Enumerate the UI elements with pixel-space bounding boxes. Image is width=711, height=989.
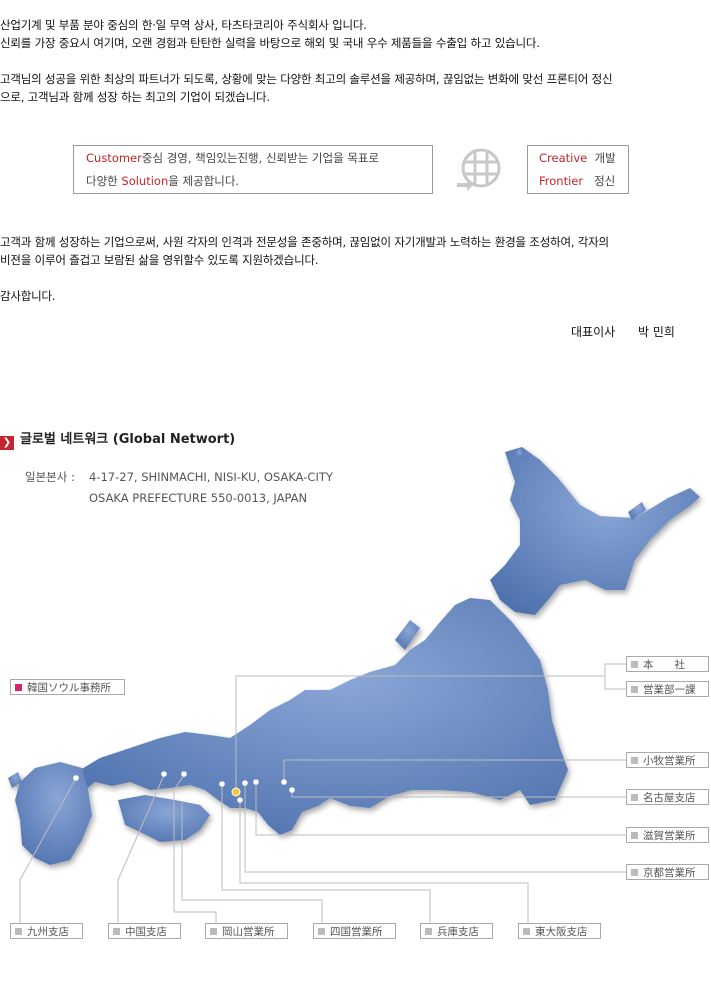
frontier-rest: 정신 [594, 174, 616, 188]
body-line-1: 고객과 함께 성장하는 기업으로써, 사원 각자의 인격과 전문성을 존중하며,… [0, 235, 609, 249]
marker-icon [631, 661, 638, 668]
intro-line-3: 고객님의 성공을 위한 최상의 파트너가 되도록, 상황에 맞는 다양한 최고의… [0, 72, 613, 86]
kyushu-shape [15, 762, 92, 865]
chevron-right-icon: ❯ [0, 436, 14, 450]
body-line-2: 비젼을 이루어 즐겁고 보람된 삶을 영위할수 있도록 지원하겠습니다. [0, 253, 319, 267]
office-tag-eigyo1[interactable]: 営業部一課 [626, 681, 709, 697]
honshu-shape [80, 598, 568, 835]
solution-word: Solution [121, 174, 169, 188]
office-tag-shiga[interactable]: 滋賀営業所 [626, 827, 709, 843]
marker-icon [113, 928, 120, 935]
marker-icon [318, 928, 325, 935]
marker-icon [15, 928, 22, 935]
motto-line-2-post: 을 제공합니다. [168, 174, 240, 188]
office-tag-komaki[interactable]: 小牧営業所 [626, 752, 709, 768]
hq-address-line-1: 4-17-27, SHINMACHI, NISI-KU, OSAKA-CITY [89, 470, 333, 484]
office-tag-chugoku[interactable]: 中国支店 [108, 923, 181, 939]
intro-line-2: 신뢰를 가장 중요시 여기며, 오랜 경험과 탄탄한 실력을 바탕으로 해외 및… [0, 36, 540, 50]
marker-icon [631, 869, 638, 876]
office-tag-nagoya[interactable]: 名古屋支店 [626, 789, 709, 805]
office-tag-shikoku[interactable]: 四国営業所 [313, 923, 396, 939]
office-tag-korea[interactable]: 韓国ソウル事務所 [10, 679, 125, 695]
frontier-word: Frontier [539, 174, 584, 188]
intro-line-4: 으로, 고객님과 함께 성장 하는 최고의 기업이 되겠습니다. [0, 90, 270, 104]
customer-word: Customer [86, 151, 142, 165]
marker-icon [210, 928, 217, 935]
signature-name: 박 민희 [638, 325, 675, 339]
globe-icon [455, 147, 505, 193]
hq-address-line-2: OSAKA PREFECTURE 550-0013, JAPAN [89, 491, 308, 505]
section-title: ❯ 글로벌 네트워크 (Global Networt) [0, 428, 235, 450]
office-tag-hyogo[interactable]: 兵庫支店 [420, 923, 493, 939]
marker-icon [631, 794, 638, 801]
thanks-text: 감사합니다. [0, 289, 56, 303]
office-tag-okayama[interactable]: 岡山営業所 [205, 923, 288, 939]
intro-line-1: 산업기계 및 부품 분야 중심의 한·일 무역 상사, 타츠타코리아 주식회사 … [0, 18, 367, 32]
shikoku-shape [118, 795, 210, 842]
office-markers [73, 771, 295, 803]
japan-map [8, 447, 700, 923]
marker-icon [631, 832, 638, 839]
signature-title: 대표이사 [571, 325, 616, 339]
office-tag-kyushu[interactable]: 九州支店 [10, 923, 83, 939]
marker-icon [631, 757, 638, 764]
spirit-box: Creative 개발 Frontier 정신 [527, 145, 629, 194]
motto-box: Customer중심 경영, 책임있는진행, 신뢰받는 기업을 목표로 다양한 … [73, 145, 433, 194]
section-title-text: 글로벌 네트워크 (Global Networt) [20, 432, 236, 447]
office-tag-higashiosaka[interactable]: 東大阪支店 [518, 923, 601, 939]
marker-icon [631, 686, 638, 693]
leader-lines [19, 663, 626, 923]
motto-line-2-pre: 다양한 [86, 174, 122, 188]
office-tag-kyoto[interactable]: 京都営業所 [626, 864, 709, 880]
marker-icon [15, 684, 22, 691]
marker-icon [523, 928, 530, 935]
motto-line-1: 중심 경영, 책임있는진행, 신뢰받는 기업을 목표로 [141, 151, 380, 165]
marker-icon [425, 928, 432, 935]
creative-word: Creative [539, 151, 588, 165]
creative-rest: 개발 [594, 151, 616, 165]
office-tag-honsha[interactable]: 本 社 [626, 656, 709, 672]
hq-label: 일본본사 : [25, 470, 75, 484]
hokkaido-shape [490, 447, 700, 615]
